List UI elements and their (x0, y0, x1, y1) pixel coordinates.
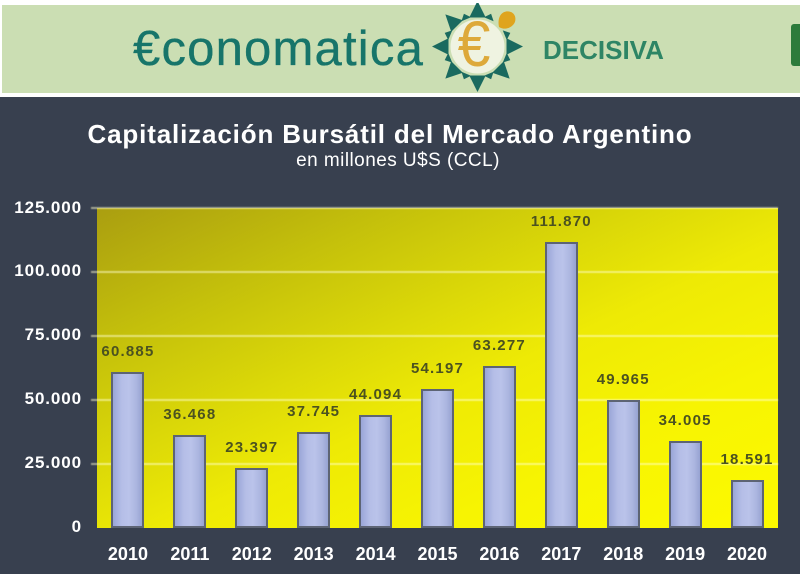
svg-text:€: € (458, 9, 491, 81)
